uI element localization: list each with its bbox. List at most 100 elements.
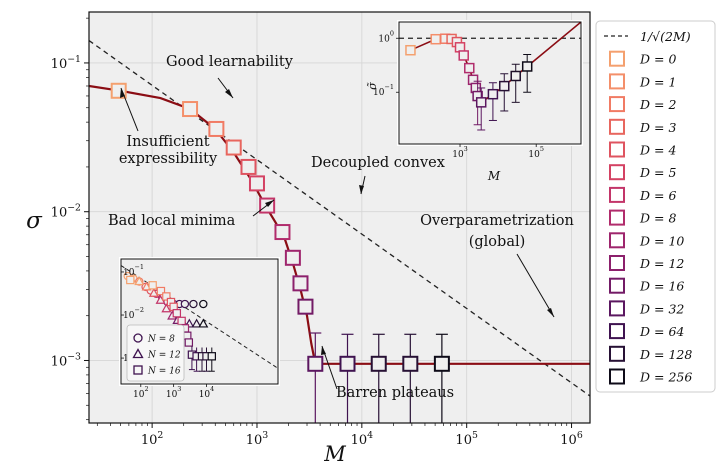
inset-legend-label: N = 16 (147, 367, 181, 377)
legend-marker (609, 277, 625, 294)
reference-line (89, 40, 590, 397)
inset-marker-square (207, 352, 217, 361)
marker-D=2 (208, 120, 225, 137)
inset-y-tick-label: 10−1 (123, 263, 144, 278)
annotation-barren-plateaus: Barren plateaus (336, 385, 454, 401)
inset-marker-circle (199, 299, 208, 309)
x-tick-label: 103 (246, 430, 269, 448)
inset-top-right-ticks: 103 105 100 10−1 (373, 29, 544, 160)
legend-marker (609, 368, 625, 385)
marker-D=12 (292, 275, 309, 292)
inset-legend-marker (133, 365, 143, 375)
inset-marker-square (126, 275, 135, 285)
marker-D=128 (370, 355, 387, 372)
main-x-axis-label: M (323, 442, 346, 466)
legend-marker (609, 209, 625, 226)
legend-label: D = 3 (639, 120, 676, 135)
marker-D=4 (240, 158, 257, 175)
inset-marker (405, 44, 416, 56)
inset-bottom-left-legend: N = 8 N = 12 N = 16 (126, 324, 185, 382)
inset-y-tick-label: 10−2 (123, 306, 144, 321)
inset-marker-square (148, 281, 157, 290)
inset-marker (430, 33, 441, 45)
marker-D=10 (284, 249, 301, 266)
legend-marker (609, 323, 625, 340)
legend-label: D = 12 (639, 256, 684, 271)
annotation-insufficient-expressibility: Insufficient expressibility (119, 134, 218, 167)
legend-marker (609, 300, 625, 317)
marker-D=3 (225, 139, 242, 156)
inset-marker-square (156, 286, 166, 296)
marker-D=64 (339, 355, 356, 372)
inset-marker-circle (180, 299, 190, 309)
legend-label: D = 10 (639, 233, 684, 248)
inset-marker-triangle (198, 318, 209, 328)
legend-label: D = 32 (639, 301, 684, 316)
annotation-decoupled-convex: Decoupled convex (311, 155, 445, 171)
marker-D=32 (307, 355, 324, 372)
inset-x-tick-label: 103 (452, 145, 468, 160)
annotation-good-learnability: Good learnability (166, 54, 294, 70)
inset-legend-marker (132, 348, 144, 359)
inset-marker (510, 70, 521, 82)
inset-marker-square (177, 316, 186, 326)
inset-marker-square (172, 309, 182, 318)
marker-D=256 (433, 355, 450, 372)
legend-label: 1/√(2M) (640, 29, 691, 44)
inset-marker (464, 62, 475, 74)
inset-marker (487, 88, 499, 100)
main-ticks: 102 103 104 105 106 10−3 10−2 10−1 (51, 17, 583, 448)
inset-legend-label: N = 12 (147, 351, 181, 361)
main-axes-frame (88, 11, 591, 424)
legend-label: D = 16 (639, 279, 684, 294)
inset-y-tick-label: 10−1 (373, 83, 394, 98)
legend-label: D = 1 (639, 74, 676, 89)
inset-x-tick-label: 105 (528, 145, 544, 160)
legend: 1/√(2M) D = 0 D = 1 D = 2 D = 3 D = 4 D = 5 D =… (595, 20, 716, 393)
inset-marker (475, 97, 487, 108)
x-tick-label: 106 (560, 430, 583, 448)
marker-D=128 (402, 355, 419, 372)
annotation-overparametrization: Overparametrization (global) (420, 213, 574, 250)
legend-marker (609, 96, 625, 113)
marker-D=8 (274, 224, 291, 241)
annotation-bad-local-minima: Bad local minima (108, 213, 236, 229)
legend-label: D = 6 (639, 188, 676, 203)
inset-marker (521, 61, 533, 72)
x-tick-label: 104 (351, 430, 374, 448)
legend-label: D = 256 (639, 370, 692, 385)
legend-marker (609, 50, 625, 67)
legend-label: D = 5 (639, 165, 676, 180)
inset-legend-marker (133, 333, 143, 343)
legend-label: D = 64 (639, 324, 684, 339)
annotations: Good learnability Insufficient expressibi… (108, 54, 574, 401)
y-tick-label: 10−3 (51, 351, 81, 369)
legend-label: D = 2 (639, 97, 676, 112)
inset-x-tick-label: 104 (199, 385, 215, 400)
legend-marker (609, 255, 625, 271)
marker-D=5 (248, 175, 265, 192)
legend-marker (609, 141, 625, 158)
y-tick-label: 10−1 (51, 54, 81, 72)
legend-label: D = 128 (639, 347, 692, 362)
inset-legend-box (126, 324, 185, 382)
x-tick-label: 105 (455, 430, 478, 448)
inset-marker-square (183, 331, 192, 340)
inset-top-right-plot (399, 22, 581, 131)
marker-D=16 (297, 298, 314, 315)
fit-curve (89, 84, 590, 365)
inset-legend-label: N = 8 (147, 335, 175, 345)
legend-marker (609, 73, 625, 90)
legend-marker (609, 118, 625, 135)
inset-marker-triangle (134, 276, 145, 286)
main-plot (89, 40, 590, 423)
inset-x-tick-label: 102 (133, 385, 149, 400)
inset-top-right-y-label: σ̃ (366, 82, 379, 90)
legend-marker (609, 232, 625, 249)
x-tick-label: 102 (141, 430, 164, 448)
inset-marker-circle (189, 299, 198, 309)
inset-marker-triangle (148, 287, 159, 297)
inset-top-right-x-label: M (487, 169, 501, 183)
inset-bottom-left-plot (121, 265, 278, 372)
